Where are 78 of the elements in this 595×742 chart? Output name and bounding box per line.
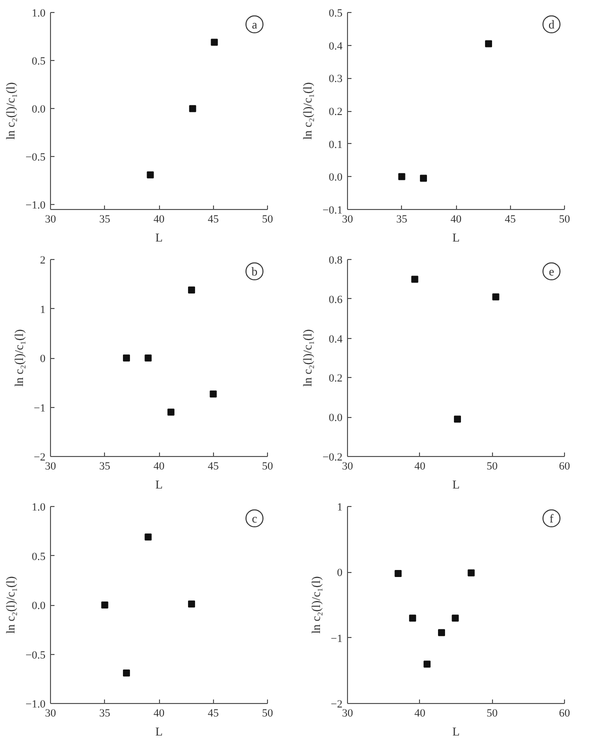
y-tick-label: 0.1 [328, 138, 342, 151]
x-tick-label: 45 [208, 708, 220, 720]
x-tick-label: 50 [262, 708, 274, 720]
x-tick-label: 45 [504, 214, 516, 226]
x-tick-label: 40 [154, 708, 165, 720]
y-tick-label: 1 [40, 304, 46, 316]
x-tick-label: 30 [45, 708, 56, 720]
y-tick-label: 0.5 [328, 8, 343, 20]
x-tick-label: 60 [559, 708, 570, 720]
x-tick-label: 40 [154, 460, 165, 472]
y-tick-label: 1.0 [32, 8, 46, 20]
y-tick-label: −0.2 [322, 452, 343, 464]
annotation: b [251, 264, 258, 278]
y-axis-title: ln c₂(l)/c₁(l) [300, 82, 315, 140]
x-tick-label: 50 [262, 460, 274, 472]
y-tick-label: −0.5 [26, 649, 46, 662]
y-tick-label: −2 [330, 698, 343, 710]
x-tick-label: 35 [396, 214, 408, 226]
x-tick-label: 50 [486, 708, 498, 720]
y-tick-label: −2 [34, 452, 46, 464]
x-tick-label: 30 [45, 460, 56, 472]
x-tick-label: 40 [154, 214, 165, 226]
y-tick-label: 0.8 [328, 254, 343, 266]
x-tick-label: 45 [208, 214, 220, 226]
x-tick-label: 50 [262, 214, 274, 226]
y-tick-label: 0.5 [32, 56, 46, 68]
y-tick-label: 1 [337, 502, 342, 514]
x-tick-label: 40 [414, 460, 426, 472]
x-axis-title: L [452, 724, 460, 738]
y-tick-label: 2 [40, 254, 46, 266]
x-tick-label: 35 [99, 708, 111, 720]
y-tick-label: 0.0 [32, 104, 46, 116]
annotation: f [549, 511, 554, 526]
x-tick-label: 50 [486, 460, 498, 472]
y-tick-label: 0.3 [328, 73, 343, 86]
x-axis-title: L [155, 478, 163, 492]
annotation: c [252, 511, 258, 526]
x-tick-label: 30 [342, 708, 354, 720]
x-tick-label: 45 [208, 460, 220, 472]
x-axis-title: L [452, 230, 460, 244]
x-tick-label: 30 [342, 460, 354, 472]
y-tick-label: −0.1 [322, 204, 343, 216]
x-tick-label: 30 [45, 214, 56, 226]
x-axis-title: L [452, 478, 460, 492]
y-axis-title: ln c₂(l)/c₁(l) [12, 329, 26, 387]
y-tick-label: −1 [330, 632, 343, 645]
annotation: e [548, 264, 554, 278]
y-tick-label: 0.2 [328, 106, 342, 118]
x-tick-label: 60 [559, 460, 570, 472]
y-tick-label: 0.6 [328, 294, 343, 306]
x-axis-title: L [155, 724, 163, 738]
y-tick-label: 0 [40, 353, 46, 365]
x-tick-label: 50 [559, 214, 570, 226]
y-tick-label: −1.0 [26, 200, 46, 212]
y-tick-label: 0.5 [32, 550, 46, 563]
x-axis-title: L [155, 230, 163, 244]
annotation: a [252, 17, 258, 32]
x-tick-label: 35 [99, 460, 111, 472]
y-tick-label: −0.5 [26, 152, 46, 164]
y-axis-title: ln c₂(l)/c₁(l) [4, 576, 18, 634]
y-axis-title: ln c₂(l)/c₁(l) [308, 576, 323, 634]
x-tick-label: 30 [342, 214, 354, 226]
y-tick-label: 0.4 [328, 333, 343, 346]
x-tick-label: 40 [450, 214, 462, 226]
x-tick-label: 40 [414, 708, 426, 720]
x-tick-label: 35 [99, 214, 111, 226]
y-tick-label: 0.4 [328, 40, 343, 52]
y-tick-label: 0.2 [328, 372, 342, 385]
y-tick-label: 0 [337, 567, 343, 580]
y-tick-label: 0.0 [32, 600, 46, 612]
y-axis-title: ln c₂(l)/c₁(l) [300, 329, 315, 387]
y-tick-label: −1.0 [26, 698, 46, 710]
annotation: d [548, 17, 554, 32]
y-tick-label: 1.0 [32, 502, 46, 514]
y-tick-label: 0.0 [328, 412, 343, 424]
y-tick-label: 0.0 [328, 172, 343, 184]
y-axis-title: ln c₂(l)/c₁(l) [4, 82, 18, 140]
y-tick-label: −1 [34, 402, 46, 414]
